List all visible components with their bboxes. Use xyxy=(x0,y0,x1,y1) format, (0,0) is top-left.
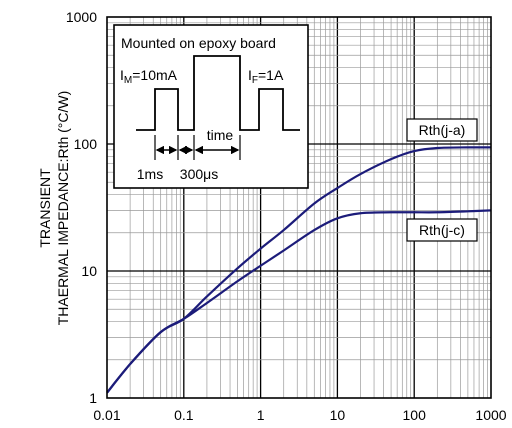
y-axis-title-line1: TRANSIENT xyxy=(37,168,53,248)
plot-frame xyxy=(106,16,492,399)
series-lines xyxy=(106,146,492,394)
series-label-rth-jc: Rth(j-c) xyxy=(419,222,465,238)
x-tick-label: 100 xyxy=(403,407,427,423)
if-label: IF=1A xyxy=(248,67,284,86)
x-tick-labels: 0.01 0.1 1 10 100 1000 xyxy=(93,407,506,423)
y-axis-title-line2: THAERMAL IMPEDANCE:Rth (°C/W) xyxy=(55,91,71,326)
pulse-condition-inset: Mounted on epoxy board IM=10mA IF=1A tim… xyxy=(113,24,309,189)
x-tick-label: 0.01 xyxy=(93,407,120,423)
legend-label-rth-ja: Rth(j-a) xyxy=(406,118,478,142)
y-tick-labels: 1 10 100 1000 xyxy=(66,9,97,406)
series-label-rth-ja: Rth(j-a) xyxy=(419,122,466,138)
x-tick-label: 10 xyxy=(330,407,346,423)
x-tick-label: 0.1 xyxy=(174,407,194,423)
x-tick-label: 1000 xyxy=(475,407,506,423)
inset-heading: Mounted on epoxy board xyxy=(121,35,276,51)
duration-1ms-label: 1ms xyxy=(137,166,163,182)
y-tick-label: 1 xyxy=(89,390,97,406)
series-line-rth-jc xyxy=(106,209,492,394)
y-tick-label: 10 xyxy=(81,263,97,279)
time-label: time xyxy=(207,127,234,143)
y-tick-label: 100 xyxy=(74,136,98,152)
y-tick-label: 1000 xyxy=(66,9,97,25)
legend-label-rth-jc: Rth(j-c) xyxy=(406,218,478,242)
duration-300us-label: 300μs xyxy=(180,166,218,182)
x-tick-label: 1 xyxy=(257,407,265,423)
pulse-waveform xyxy=(136,55,300,131)
im-label: IM=10mA xyxy=(120,67,178,86)
